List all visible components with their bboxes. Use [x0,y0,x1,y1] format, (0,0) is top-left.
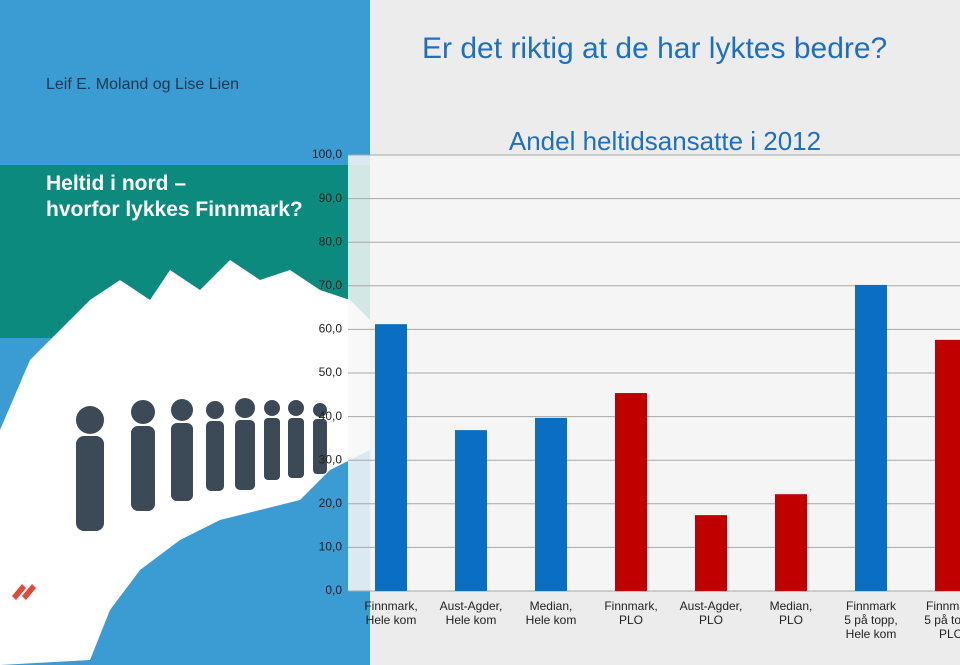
x-tick-label: Aust-Agder, Hele kom [439,599,503,627]
y-tick-label: 80,0 [319,234,343,248]
x-tick-label: Aust-Agder, PLO [679,599,743,627]
x-tick-label: Finnmark, PLO [604,599,658,627]
book-cover: Leif E. Moland og Lise Lien Heltid i nor… [0,0,370,665]
cover-title: Heltid i nord – hvorfor lykkes Finnmark? [46,172,303,221]
cover-authors: Leif E. Moland og Lise Lien [46,76,240,93]
bar [855,284,887,591]
x-tick-label: Median, PLO [769,599,813,627]
y-tick-label: 70,0 [319,278,343,292]
cover-illustration [0,260,370,665]
y-tick-label: 60,0 [319,322,343,336]
slide-title: Er det riktig at de har lyktes bedre? [422,32,888,65]
bar [615,393,647,591]
x-tick-label: Finnmark, Hele kom [364,599,418,627]
y-tick-label: 10,0 [319,540,343,554]
people [76,398,327,531]
y-tick-label: 50,0 [319,365,343,379]
x-tick-label: Finnmark 5 på topp, Hele kom [844,599,898,641]
bar [455,430,487,591]
bar [535,417,567,591]
cover-publisher: Fafo [44,582,85,603]
y-tick-label: 20,0 [319,496,343,510]
bar [375,324,407,591]
y-tick-label: 40,0 [319,409,343,423]
y-tick-label: 100,0 [312,147,342,161]
fafo-logo [12,584,36,600]
bar [695,515,727,591]
chart-title: Andel heltidsansatte i 2012 [509,126,821,156]
x-tick-label: Median, Hele kom [525,599,577,627]
bar [935,339,960,591]
y-tick-label: 30,0 [319,452,343,466]
y-tick-label: 0,0 [325,583,342,597]
bar [775,494,807,591]
x-tick-label: Finnmark 5 på topp, PLO [924,599,960,641]
y-tick-label: 90,0 [319,191,343,205]
